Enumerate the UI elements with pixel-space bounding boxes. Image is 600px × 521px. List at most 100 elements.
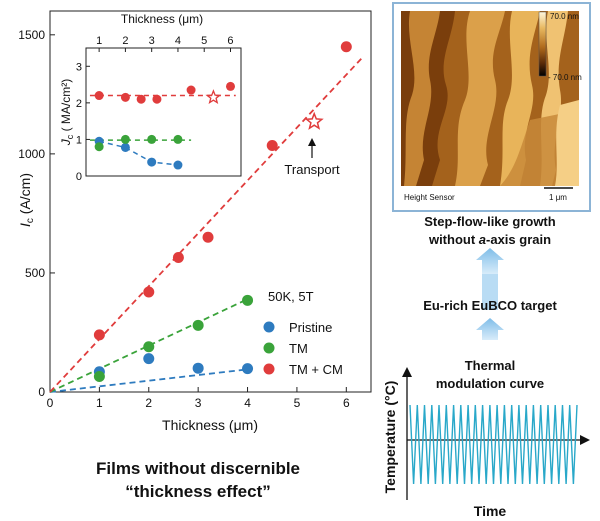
main-x-tick-label: 5 — [294, 396, 301, 410]
main-y-tick-label: 0 — [38, 385, 45, 399]
y-axis-label-unit: (A/cm) — [17, 173, 33, 218]
thermal-y-axis-arrowhead — [402, 367, 412, 377]
inset-data-point-tm-cm — [136, 94, 146, 104]
data-point-pristine — [242, 363, 254, 375]
process-arrow-lower — [476, 318, 504, 340]
inset-x-tick-label: 6 — [227, 35, 233, 47]
data-point-tm-cm — [202, 231, 214, 243]
inset-y-label-symbol: J — [59, 138, 73, 146]
main-x-axis-label: Thickness (μm) — [162, 417, 258, 433]
thermal-wave-line — [409, 404, 578, 485]
inset-data-points — [94, 81, 235, 170]
thermal-title-line2: modulation curve — [436, 376, 544, 391]
main-chart: 0 1 2 3 4 5 6 0 500 1000 1500 Thickness (μm) Ic (A… — [17, 10, 372, 433]
data-point-tm — [143, 341, 155, 353]
inset-data-point-tm-cm — [120, 92, 130, 102]
main-data-points — [93, 41, 352, 383]
inset-y-tick-label: 3 — [76, 61, 82, 73]
inset-data-point-tm — [147, 134, 157, 144]
thermal-x-axis-arrowhead — [580, 435, 590, 445]
inset-x-tick-label: 2 — [122, 35, 128, 47]
data-point-tm-cm — [93, 329, 105, 341]
legend-label-pristine: Pristine — [289, 320, 332, 335]
y-axis-label-symbol: I — [17, 223, 33, 227]
afm-sensor-label: Height Sensor — [404, 193, 455, 202]
inset-data-point-tm-cm — [186, 85, 196, 95]
inset-y-label-subscript: c — [65, 134, 75, 139]
thermal-y-label: Temperature (°C) — [382, 381, 398, 494]
legend: 50K, 5T Pristine TM TM + CM — [263, 289, 343, 377]
inset-plot-frame — [85, 47, 242, 177]
inset-data-point-tm — [94, 142, 104, 152]
afm-terraces — [401, 11, 579, 186]
afm-scale-min: - 70.0 nm — [548, 73, 582, 82]
inset-axis-ticks: 1 2 3 4 5 6 0 1 2 3 — [76, 35, 234, 183]
main-x-tick-label: 2 — [145, 396, 152, 410]
inset-data-point-tm-cm — [94, 91, 104, 101]
legend-label-tm: TM — [289, 341, 308, 356]
growth-line2-italic: a — [479, 232, 486, 247]
transport-star-marker — [304, 111, 324, 130]
conclusion-line2: “thickness effect” — [125, 482, 271, 501]
afm-scalebar-label: 1 μm — [549, 193, 567, 202]
svg-text:Jc ( MA/cm²): Jc ( MA/cm²) — [59, 79, 75, 147]
main-fit-lines — [49, 55, 365, 393]
main-y-tick-label: 1000 — [18, 147, 45, 161]
thermal-x-label: Time — [474, 503, 507, 519]
inset-y-tick-label: 2 — [76, 98, 82, 110]
main-x-tick-label: 0 — [47, 396, 54, 410]
inset-data-point-pristine — [147, 157, 157, 167]
fit-line-tm — [49, 298, 248, 393]
inset-transport-star-marker — [205, 89, 222, 105]
inset-data-point-tm-cm — [225, 81, 235, 91]
inset-y-axis-label: Jc ( MA/cm²) — [59, 79, 75, 147]
growth-label-line1: Step-flow-like growth — [424, 214, 556, 229]
afm-scale-max: 70.0 nm — [550, 12, 579, 21]
legend-marker-pristine — [263, 321, 275, 333]
inset-x-tick-label: 4 — [175, 35, 181, 47]
legend-marker-tm — [263, 342, 275, 354]
svg-text:Ic (A/cm): Ic (A/cm) — [17, 173, 36, 227]
legend-marker-tm-cm — [263, 363, 275, 375]
inset-data-point-tm — [173, 134, 183, 144]
thermal-title-line1: Thermal — [465, 358, 516, 373]
inset-chart: 1 2 3 4 5 6 0 1 2 3 Thickness (μm) Jc ( MA/cm²) — [59, 12, 242, 183]
inset-data-point-pristine — [120, 142, 130, 152]
process-arrow-upper — [476, 248, 504, 274]
data-point-pristine — [192, 362, 204, 374]
data-point-tm — [192, 319, 204, 331]
inset-y-tick-label: 1 — [76, 134, 82, 146]
growth-line2-post: -axis grain — [486, 232, 551, 247]
data-point-tm — [242, 294, 254, 306]
data-point-tm-cm — [340, 41, 352, 53]
afm-image-panel: 70.0 nm - 70.0 nm Height Sensor 1 μm — [392, 2, 591, 212]
main-x-tick-label: 1 — [96, 396, 103, 410]
data-point-tm-cm — [266, 140, 278, 152]
legend-title: 50K, 5T — [268, 289, 314, 304]
inset-x-tick-label: 1 — [96, 35, 102, 47]
main-x-tick-label: 3 — [195, 396, 202, 410]
main-y-tick-label: 500 — [25, 266, 45, 280]
inset-y-label-unit: ( MA/cm²) — [59, 79, 73, 135]
data-point-tm-cm — [172, 251, 184, 263]
inset-y-tick-label: 0 — [76, 171, 82, 183]
inset-x-axis-label: Thickness (μm) — [121, 12, 203, 26]
target-label: Eu-rich EuBCO target — [423, 298, 557, 313]
transport-label: Transport — [284, 162, 340, 177]
inset-data-point-pristine — [173, 160, 183, 170]
inset-data-point-tm — [120, 134, 130, 144]
main-x-tick-label: 4 — [244, 396, 251, 410]
growth-line2-pre: without — [428, 232, 479, 247]
y-axis-label-subscript: c — [25, 218, 36, 223]
main-y-tick-label: 1500 — [18, 28, 45, 42]
afm-label-strip — [401, 186, 579, 204]
inset-x-tick-label: 5 — [201, 35, 207, 47]
inset-data-point-tm-cm — [152, 94, 162, 104]
afm-color-scale — [538, 11, 547, 77]
legend-label-tm-cm: TM + CM — [289, 362, 343, 377]
main-x-tick-label: 6 — [343, 396, 350, 410]
main-plot-frame — [49, 10, 372, 393]
inset-x-tick-label: 3 — [149, 35, 155, 47]
thermal-modulation-panel: Thermal modulation curve Time Temperatur… — [382, 358, 590, 519]
